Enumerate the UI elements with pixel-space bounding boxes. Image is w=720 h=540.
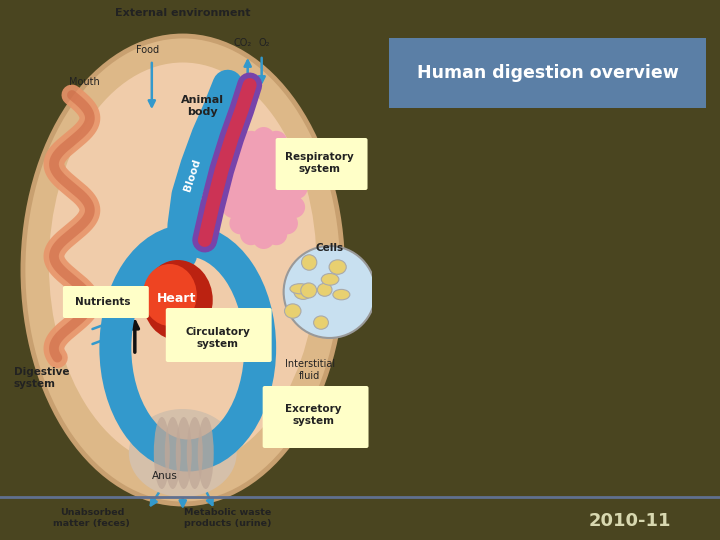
Ellipse shape — [276, 212, 298, 234]
Ellipse shape — [240, 131, 262, 153]
Ellipse shape — [220, 177, 242, 199]
Text: Human digestion overview: Human digestion overview — [417, 64, 678, 82]
Ellipse shape — [329, 260, 346, 274]
Ellipse shape — [314, 316, 328, 329]
FancyBboxPatch shape — [276, 138, 367, 190]
Ellipse shape — [198, 417, 214, 489]
Ellipse shape — [230, 141, 251, 164]
Text: Food: Food — [136, 45, 159, 55]
Ellipse shape — [284, 304, 301, 318]
Ellipse shape — [321, 274, 339, 285]
Ellipse shape — [186, 417, 203, 489]
Ellipse shape — [253, 227, 274, 249]
Text: Animal
body: Animal body — [181, 95, 224, 117]
Text: Metabolic waste
products (urine): Metabolic waste products (urine) — [184, 508, 271, 528]
Ellipse shape — [253, 127, 274, 149]
Ellipse shape — [176, 417, 192, 489]
FancyBboxPatch shape — [63, 286, 149, 318]
Text: 2010-11: 2010-11 — [589, 512, 671, 530]
Ellipse shape — [286, 177, 307, 199]
Ellipse shape — [240, 223, 262, 245]
Text: Nutrients: Nutrients — [75, 297, 130, 307]
Text: Cells: Cells — [315, 243, 343, 253]
Ellipse shape — [143, 264, 197, 326]
Ellipse shape — [230, 212, 251, 234]
Text: Anus: Anus — [152, 471, 178, 481]
Text: Mouth: Mouth — [69, 77, 100, 87]
Ellipse shape — [283, 196, 305, 218]
Text: Circulatory
system: Circulatory system — [185, 327, 250, 349]
Ellipse shape — [222, 158, 244, 180]
Ellipse shape — [23, 36, 343, 504]
Ellipse shape — [333, 289, 350, 300]
Ellipse shape — [302, 255, 317, 270]
Ellipse shape — [276, 141, 298, 164]
Ellipse shape — [301, 283, 317, 298]
Ellipse shape — [283, 158, 305, 180]
Ellipse shape — [265, 131, 287, 153]
Ellipse shape — [49, 63, 317, 468]
FancyBboxPatch shape — [389, 38, 706, 108]
Text: Interstitial
fluid: Interstitial fluid — [284, 359, 335, 381]
FancyBboxPatch shape — [166, 308, 271, 362]
Ellipse shape — [290, 284, 310, 294]
Ellipse shape — [154, 417, 170, 489]
Text: Respiratory
system: Respiratory system — [285, 152, 354, 174]
Text: Excretory
system: Excretory system — [285, 404, 342, 426]
Ellipse shape — [225, 134, 302, 242]
Text: CO₂: CO₂ — [233, 38, 252, 48]
Text: O₂: O₂ — [259, 38, 271, 48]
Text: Heart: Heart — [157, 292, 197, 305]
Ellipse shape — [294, 285, 312, 299]
Ellipse shape — [318, 284, 332, 296]
Text: Digestive
system: Digestive system — [14, 367, 70, 389]
Text: Blood: Blood — [183, 158, 203, 193]
Circle shape — [284, 246, 376, 338]
Ellipse shape — [222, 196, 244, 218]
Text: External environment: External environment — [115, 8, 251, 18]
Text: Unabsorbed
matter (feces): Unabsorbed matter (feces) — [53, 508, 130, 528]
Ellipse shape — [129, 409, 237, 497]
Ellipse shape — [165, 417, 181, 489]
Ellipse shape — [265, 223, 287, 245]
Ellipse shape — [143, 260, 212, 340]
FancyBboxPatch shape — [263, 386, 369, 448]
